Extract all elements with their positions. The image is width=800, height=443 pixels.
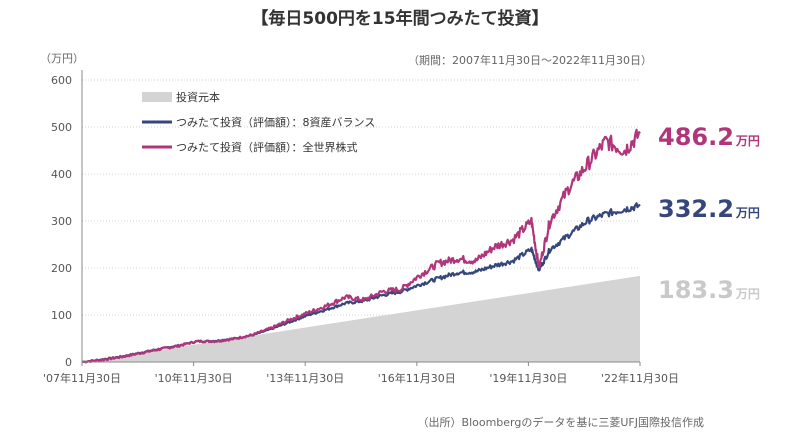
end-value-label: 332.2 万円 bbox=[658, 195, 760, 223]
axes: 0 100 200 300 400 500 600 '07年11月30日 '10年11月30日 '… bbox=[43, 70, 679, 385]
x-tick-label: '13年11月30日 bbox=[266, 371, 344, 385]
end-value-number: 183.3 bbox=[658, 276, 734, 304]
end-value-unit: 万円 bbox=[735, 287, 760, 301]
end-value-unit: 万円 bbox=[735, 134, 760, 148]
x-tick-label: '16年11月30日 bbox=[378, 371, 456, 385]
y-tick-label: 0 bbox=[65, 356, 72, 369]
legend-label: 投資元本 bbox=[176, 90, 220, 104]
end-value-number: 332.2 bbox=[658, 195, 734, 223]
period-note: （期間：2007年11月30日～2022年11月30日） bbox=[408, 54, 652, 67]
end-value-number: 486.2 bbox=[658, 123, 734, 151]
end-value-unit: 万円 bbox=[735, 206, 760, 220]
principal-area-layer bbox=[82, 275, 640, 362]
y-tick-label: 100 bbox=[51, 309, 72, 322]
end-value-label: 183.3 万円 bbox=[658, 276, 760, 304]
y-tick-label: 600 bbox=[51, 74, 72, 87]
principal-area bbox=[82, 275, 640, 362]
grid bbox=[82, 79, 640, 316]
y-tick-label: 500 bbox=[51, 121, 72, 134]
y-axis-unit: （万円） bbox=[40, 52, 84, 65]
legend-swatch-principal bbox=[142, 92, 172, 102]
x-tick-label: '19年11月30日 bbox=[489, 371, 567, 385]
series-lines bbox=[81, 128, 641, 364]
world-series-line bbox=[81, 128, 641, 364]
legend-label: つみたて投資（評価額）：全世界株式 bbox=[176, 140, 358, 154]
chart-title: 【毎日500円を15年間つみたて投資】 bbox=[251, 9, 549, 29]
x-tick-label: '22年11月30日 bbox=[601, 371, 679, 385]
legend-label: つみたて投資（評価額）：8資産バランス bbox=[176, 115, 375, 129]
source-note: （出所）Bloombergのデータを基に三菱UFJ国際投信作成 bbox=[417, 416, 704, 429]
end-value-label: 486.2 万円 bbox=[658, 123, 760, 151]
x-tick-label: '07年11月30日 bbox=[43, 371, 121, 385]
y-tick-label: 400 bbox=[51, 168, 72, 181]
x-tick-label: '10年11月30日 bbox=[155, 371, 233, 385]
y-tick-label: 200 bbox=[51, 262, 72, 275]
y-tick-label: 300 bbox=[51, 215, 72, 228]
